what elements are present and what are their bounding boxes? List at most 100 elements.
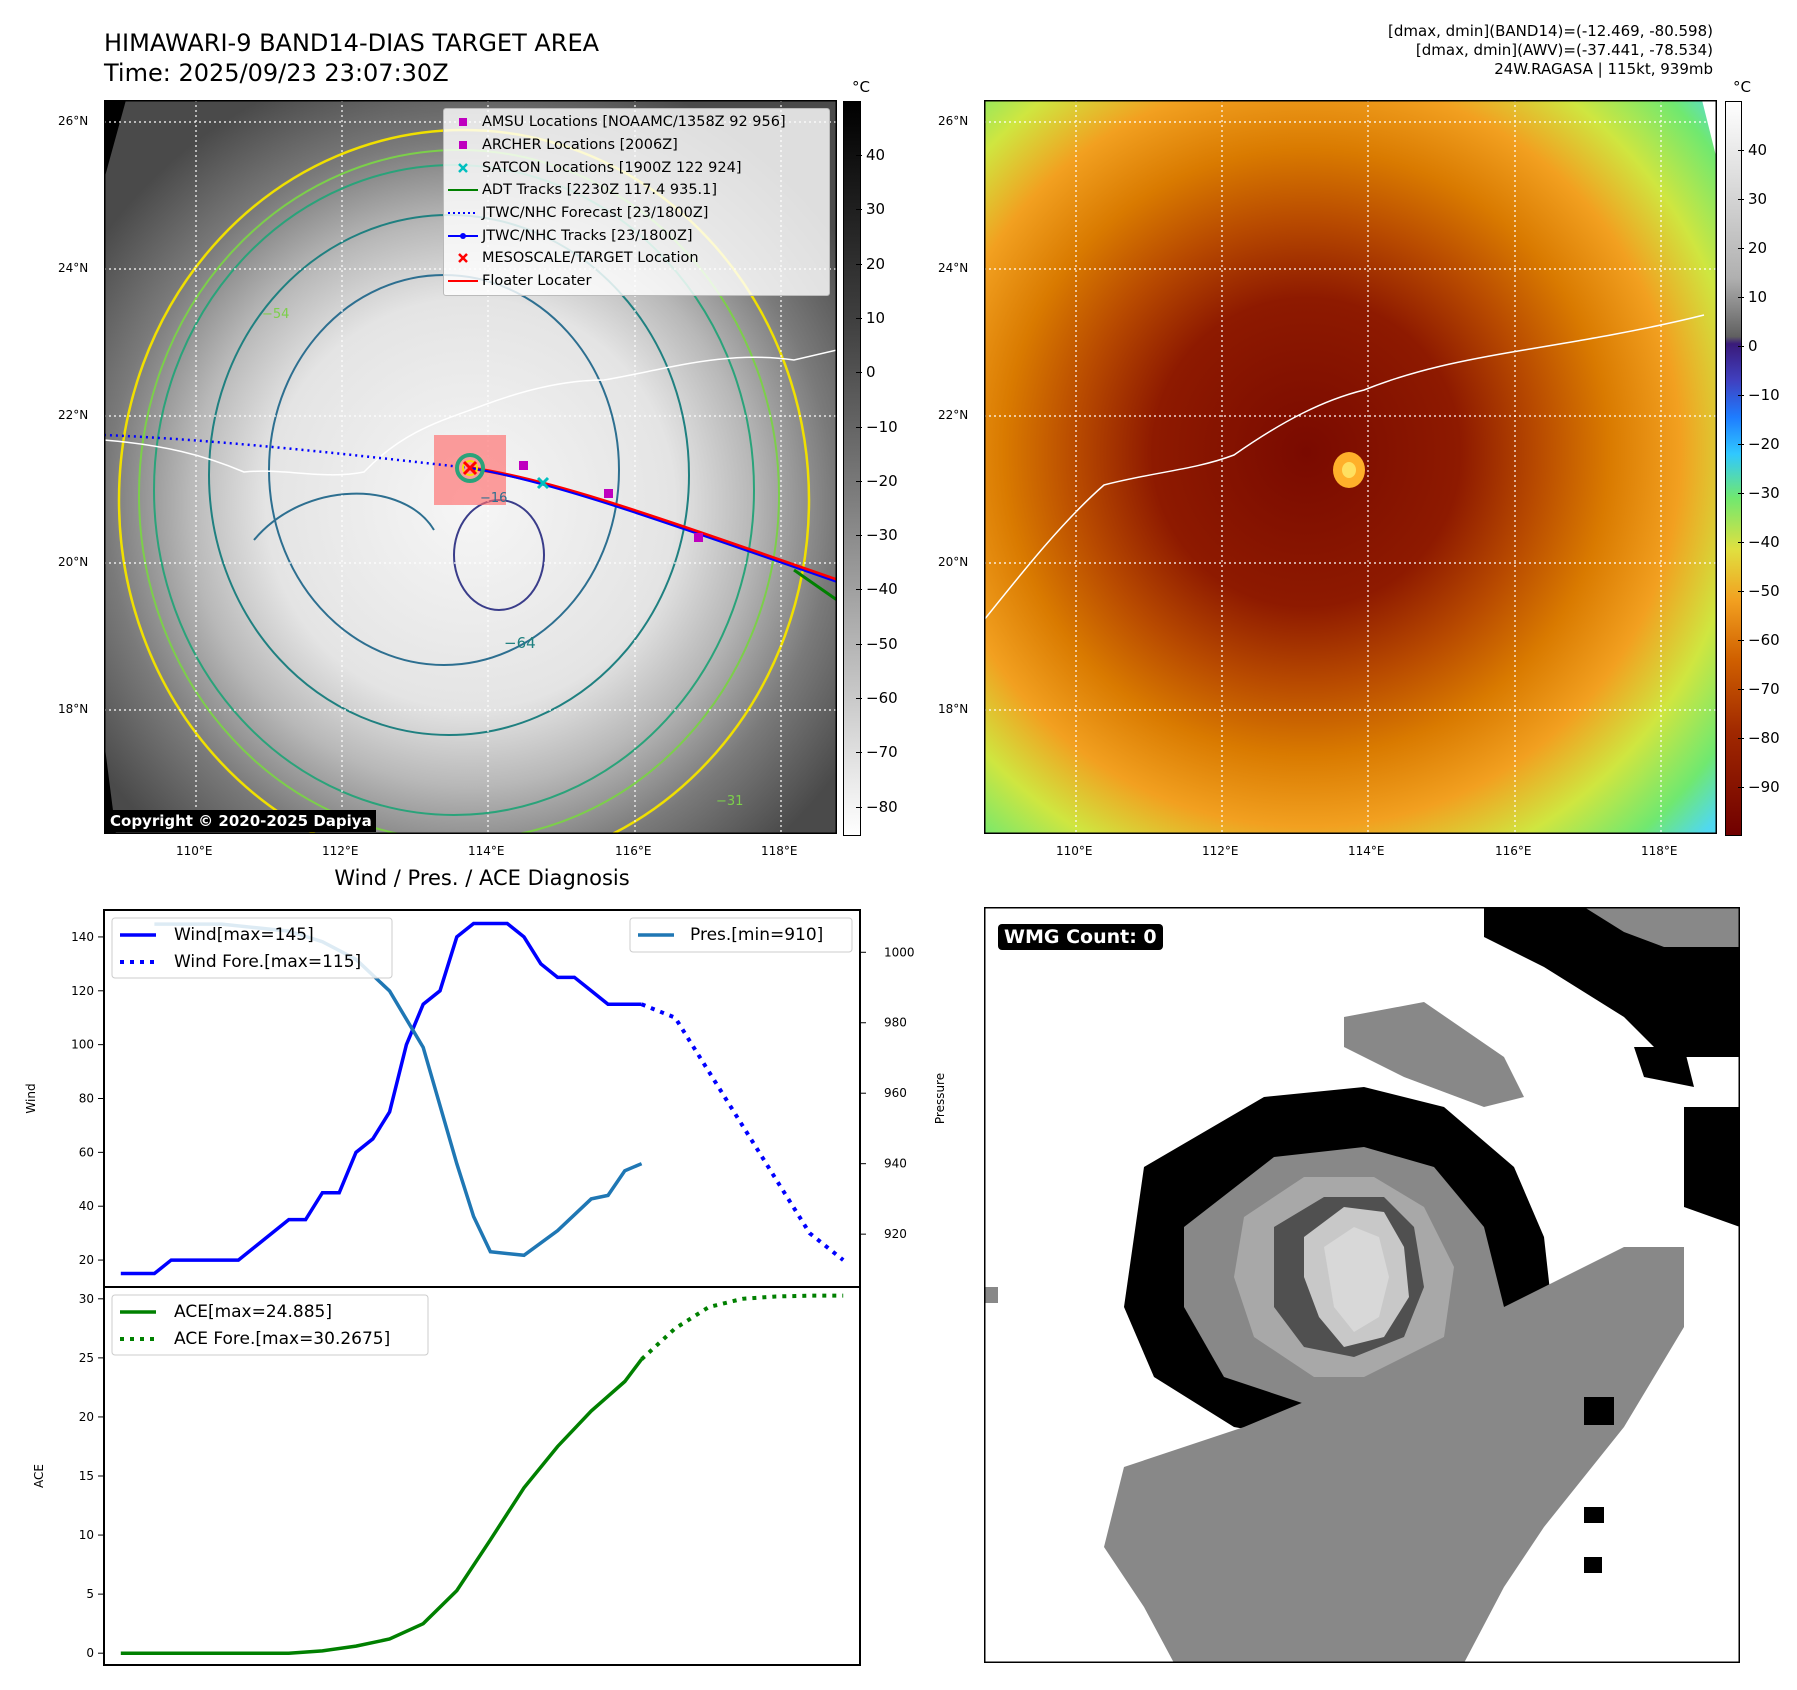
no-data-corner <box>104 100 126 180</box>
legend-label: AMSU Locations [NOAAMC/1358Z 92 956] <box>482 114 786 131</box>
lat-label: 22°N <box>938 408 969 422</box>
pressure-tick-label: 980 <box>884 1016 907 1030</box>
legend-label: ACE[max=24.885] <box>174 1302 332 1322</box>
legend-label: MESOSCALE/TARGET Location <box>482 250 699 267</box>
colorbar-tick-label: 0 <box>1748 337 1758 355</box>
wmg-region <box>1344 1002 1524 1107</box>
colorbar-tick-label: 20 <box>1748 239 1768 257</box>
legend-item: Floater Locater <box>444 270 829 293</box>
eye-contour <box>462 460 478 476</box>
wmg-region <box>984 1287 998 1303</box>
lat-label: 18°N <box>938 702 969 716</box>
storm-eye-core <box>1342 462 1356 478</box>
legend-label: ACE Fore.[max=30.2675] <box>174 1329 390 1349</box>
colorbar-tick-label: −60 <box>866 689 898 707</box>
copyright-label: Copyright © 2020-2025 Dapiya <box>106 810 376 832</box>
colorbar-tick <box>1738 542 1744 543</box>
colorbar-tick <box>1738 248 1744 249</box>
wmg-panel <box>984 907 1740 1663</box>
colorbar-tick-label: −70 <box>866 743 898 762</box>
info-line-2: [dmax, dmin](AWV)=(-37.441, -78.534) <box>1415 41 1713 59</box>
lon-label: 118°E <box>1641 844 1678 858</box>
pressure-tick-label: 940 <box>884 1157 907 1171</box>
jtwc-track <box>469 467 837 583</box>
lon-label: 116°E <box>615 844 652 858</box>
legend-item: ARCHER Locations [2006Z] <box>444 134 829 157</box>
colorbar-tick-label: −70 <box>1748 680 1780 698</box>
colorbar-tick-label: −90 <box>1748 778 1780 796</box>
legend-label: Wind[max=145] <box>174 925 314 945</box>
legend-label: ADT Tracks [2230Z 117.4 935.1] <box>482 182 718 199</box>
colorbar-tick <box>856 643 862 645</box>
wind-tick-label: 140 <box>71 930 94 944</box>
colorbar-tick <box>856 426 862 428</box>
ace-tick-label: 5 <box>86 1587 94 1601</box>
colorbar-tick-label: −20 <box>866 471 898 490</box>
legend-label: JTWC/NHC Forecast [23/1800Z] <box>482 205 709 222</box>
target-x-marker <box>462 460 478 476</box>
legend-symbol <box>444 139 482 151</box>
contour-label-16: −16 <box>480 491 507 506</box>
colorbar-tick <box>856 263 862 265</box>
legend-label: Wind Fore.[max=115] <box>174 952 361 972</box>
map-frame <box>984 100 1717 834</box>
legend-symbol <box>444 275 482 287</box>
wmg-frame <box>984 907 1740 1663</box>
wmg-gray-band <box>1104 1247 1684 1663</box>
wmg-cold-region <box>1634 1047 1694 1087</box>
colorbar-tick-label: −20 <box>1748 435 1780 453</box>
colorbar-tick-label: 10 <box>866 308 886 327</box>
colorbar-tick-label: −50 <box>1748 582 1780 600</box>
colorbar-tick <box>856 372 862 374</box>
colorbar-tick <box>1738 591 1744 592</box>
ace-axis-label: ACE <box>32 1464 46 1488</box>
series-line-1 <box>640 1002 845 1262</box>
wind-tick-label: 100 <box>71 1038 94 1052</box>
info-line-1: [dmax, dmin](BAND14)=(-12.469, -80.598) <box>1388 22 1713 40</box>
bw-colorbar-unit: °C <box>852 78 870 96</box>
title-line-1: HIMAWARI-9 BAND14-DIAS TARGET AREA <box>104 29 600 57</box>
colorbar-tick-label: −10 <box>1748 386 1780 404</box>
pressure-tick-label: 960 <box>884 1086 907 1100</box>
legend-item: ADT Tracks [2230Z 117.4 935.1] <box>444 179 829 202</box>
legend-item: AMSU Locations [NOAAMC/1358Z 92 956] <box>444 111 829 134</box>
coastline <box>984 314 1705 621</box>
legend-symbol <box>444 252 482 264</box>
legend-label: SATCON Locations [1900Z 122 924] <box>482 159 742 176</box>
legend-item: SATCON Locations [1900Z 122 924] <box>444 156 829 179</box>
colorbar-tick <box>856 698 862 699</box>
lon-label: 112°E <box>1202 844 1239 858</box>
colorbar-tick <box>856 480 862 482</box>
colorbar-tick <box>1738 395 1744 396</box>
wmg-cold-region <box>1684 1107 1740 1227</box>
archer-marker <box>604 489 613 498</box>
lat-label: 18°N <box>58 702 89 716</box>
pressure-tick-label: 1000 <box>884 945 915 959</box>
lon-label: 118°E <box>761 844 798 858</box>
colorbar-tick-label: −40 <box>866 580 898 599</box>
ace-tick-label: 30 <box>79 1292 94 1306</box>
colorbar-tick-label: −50 <box>866 634 898 653</box>
title-line-2: Time: 2025/09/23 23:07:30Z <box>104 59 449 87</box>
lon-label: 114°E <box>468 844 505 858</box>
ace-legend <box>111 1294 429 1356</box>
colorbar-tick-label: −60 <box>1748 631 1780 649</box>
colorbar-tick <box>1738 297 1744 298</box>
colorbar-tick <box>856 589 862 591</box>
colorbar-tick-label: 40 <box>1748 141 1768 159</box>
wind-axis-label: Wind <box>24 1083 38 1113</box>
ace-tick-label: 15 <box>79 1469 94 1483</box>
legend-label: Pres.[min=910] <box>690 925 823 945</box>
ace-tick-label: 25 <box>79 1351 94 1365</box>
lon-label: 110°E <box>1056 844 1093 858</box>
colorbar-tick-label: −30 <box>866 526 898 545</box>
color-colorbar-unit: °C <box>1733 78 1751 96</box>
lat-label: 26°N <box>938 114 969 128</box>
lon-label: 110°E <box>176 844 213 858</box>
series-line-0 <box>120 921 642 1276</box>
legend-label: JTWC/NHC Tracks [23/1800Z] <box>482 227 693 244</box>
colorbar-tick-label: −40 <box>1748 533 1780 551</box>
coastline <box>104 349 837 476</box>
legend-label: ARCHER Locations [2006Z] <box>482 137 678 154</box>
